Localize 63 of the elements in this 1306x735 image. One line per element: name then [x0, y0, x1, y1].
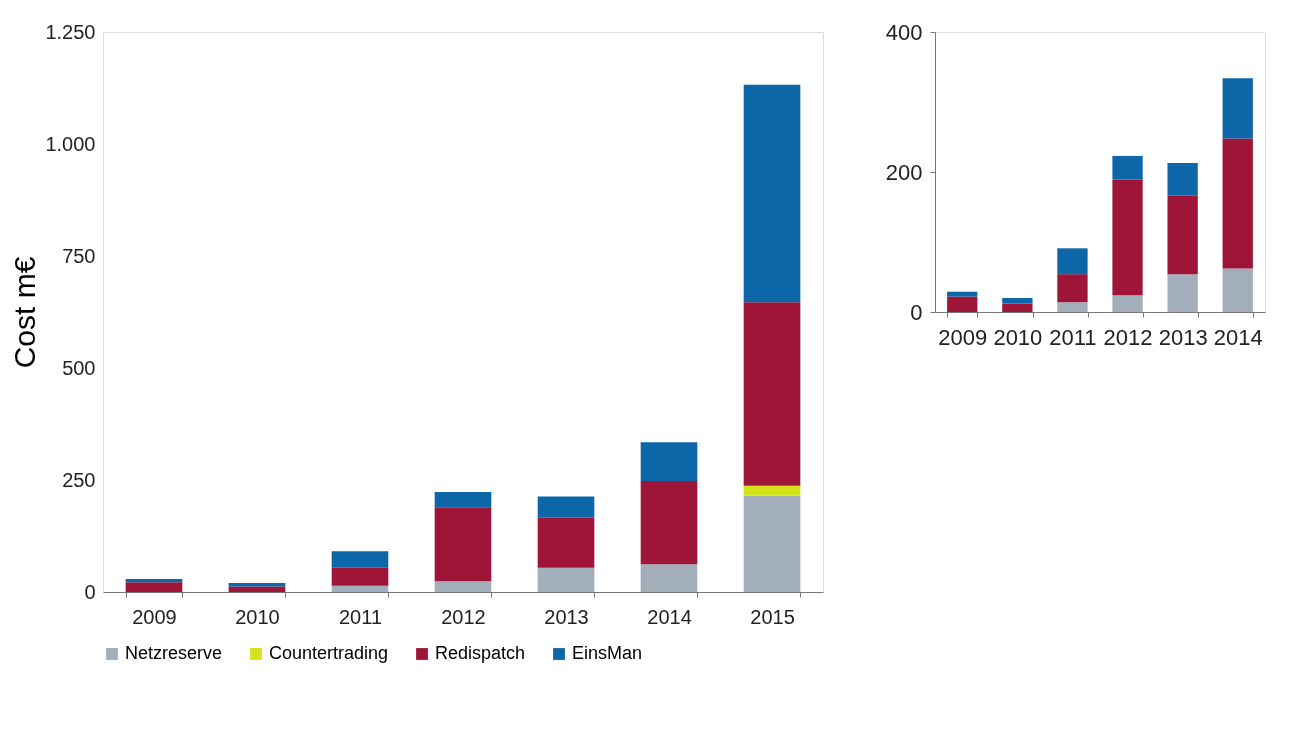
- bar: [1167, 195, 1198, 275]
- y-tick-label: 250: [62, 468, 96, 491]
- x-tick-label: 2010: [993, 324, 1043, 350]
- x-tick-label: 2014: [647, 605, 692, 628]
- x-tick-label: 2013: [1158, 324, 1208, 350]
- x-tick-label: 2012: [1103, 324, 1153, 350]
- bar: [947, 291, 978, 297]
- bar: [640, 442, 698, 481]
- legend-label: EinsMan: [572, 643, 643, 663]
- bar: [1112, 179, 1143, 296]
- bar: [331, 551, 389, 568]
- bar: [228, 583, 286, 587]
- bar: [1222, 268, 1253, 312]
- bar: [1057, 302, 1088, 312]
- y-tick-label: 1.250: [45, 20, 96, 43]
- y-tick-label: 400: [885, 19, 923, 45]
- bar: [1002, 303, 1033, 312]
- bar: [1002, 298, 1033, 304]
- bar: [1057, 274, 1088, 303]
- bar: [125, 582, 183, 592]
- bar: [743, 302, 801, 486]
- bar: [537, 567, 595, 592]
- bar: [1167, 162, 1198, 196]
- bar: [1112, 295, 1143, 312]
- bar: [743, 485, 801, 496]
- x-tick-label: 2009: [132, 605, 177, 628]
- x-tick-label: 2011: [338, 605, 382, 628]
- x-tick-label: 2010: [235, 605, 280, 628]
- bar: [228, 586, 286, 592]
- legend-label: Netzreserve: [125, 643, 223, 663]
- bar: [434, 507, 492, 582]
- bar: [434, 581, 492, 592]
- x-tick-label: 2012: [441, 605, 486, 628]
- bar: [947, 296, 978, 312]
- bar: [640, 480, 698, 565]
- legend-label: Countertrading: [269, 643, 389, 663]
- x-tick-label: 2014: [1213, 324, 1263, 350]
- y-tick-label: 0: [84, 580, 96, 603]
- y-tick-label: 500: [62, 356, 96, 379]
- bar: [1222, 78, 1253, 139]
- bar: [743, 495, 801, 592]
- bar: [537, 496, 595, 518]
- x-tick-label: 2015: [750, 605, 795, 628]
- bar: [434, 492, 492, 508]
- bar: [1057, 248, 1088, 275]
- y-axis-title: Cost m€: [8, 256, 42, 369]
- x-tick-label: 2011: [1049, 324, 1097, 350]
- bar: [331, 585, 389, 592]
- bar: [640, 564, 698, 592]
- y-tick-label: 200: [885, 159, 923, 185]
- legend-label: Redispatch: [435, 643, 526, 663]
- bar: [331, 567, 389, 586]
- x-tick-label: 2009: [938, 324, 988, 350]
- bar: [537, 517, 595, 568]
- y-tick-label: 0: [910, 299, 923, 325]
- x-tick-label: 2013: [544, 605, 589, 628]
- bar: [1222, 138, 1253, 269]
- bar: [125, 579, 183, 583]
- bar: [1112, 155, 1143, 180]
- y-tick-label: 750: [62, 244, 96, 267]
- bar: [743, 84, 801, 303]
- y-tick-label: 1.000: [45, 132, 96, 155]
- bar: [1167, 274, 1198, 312]
